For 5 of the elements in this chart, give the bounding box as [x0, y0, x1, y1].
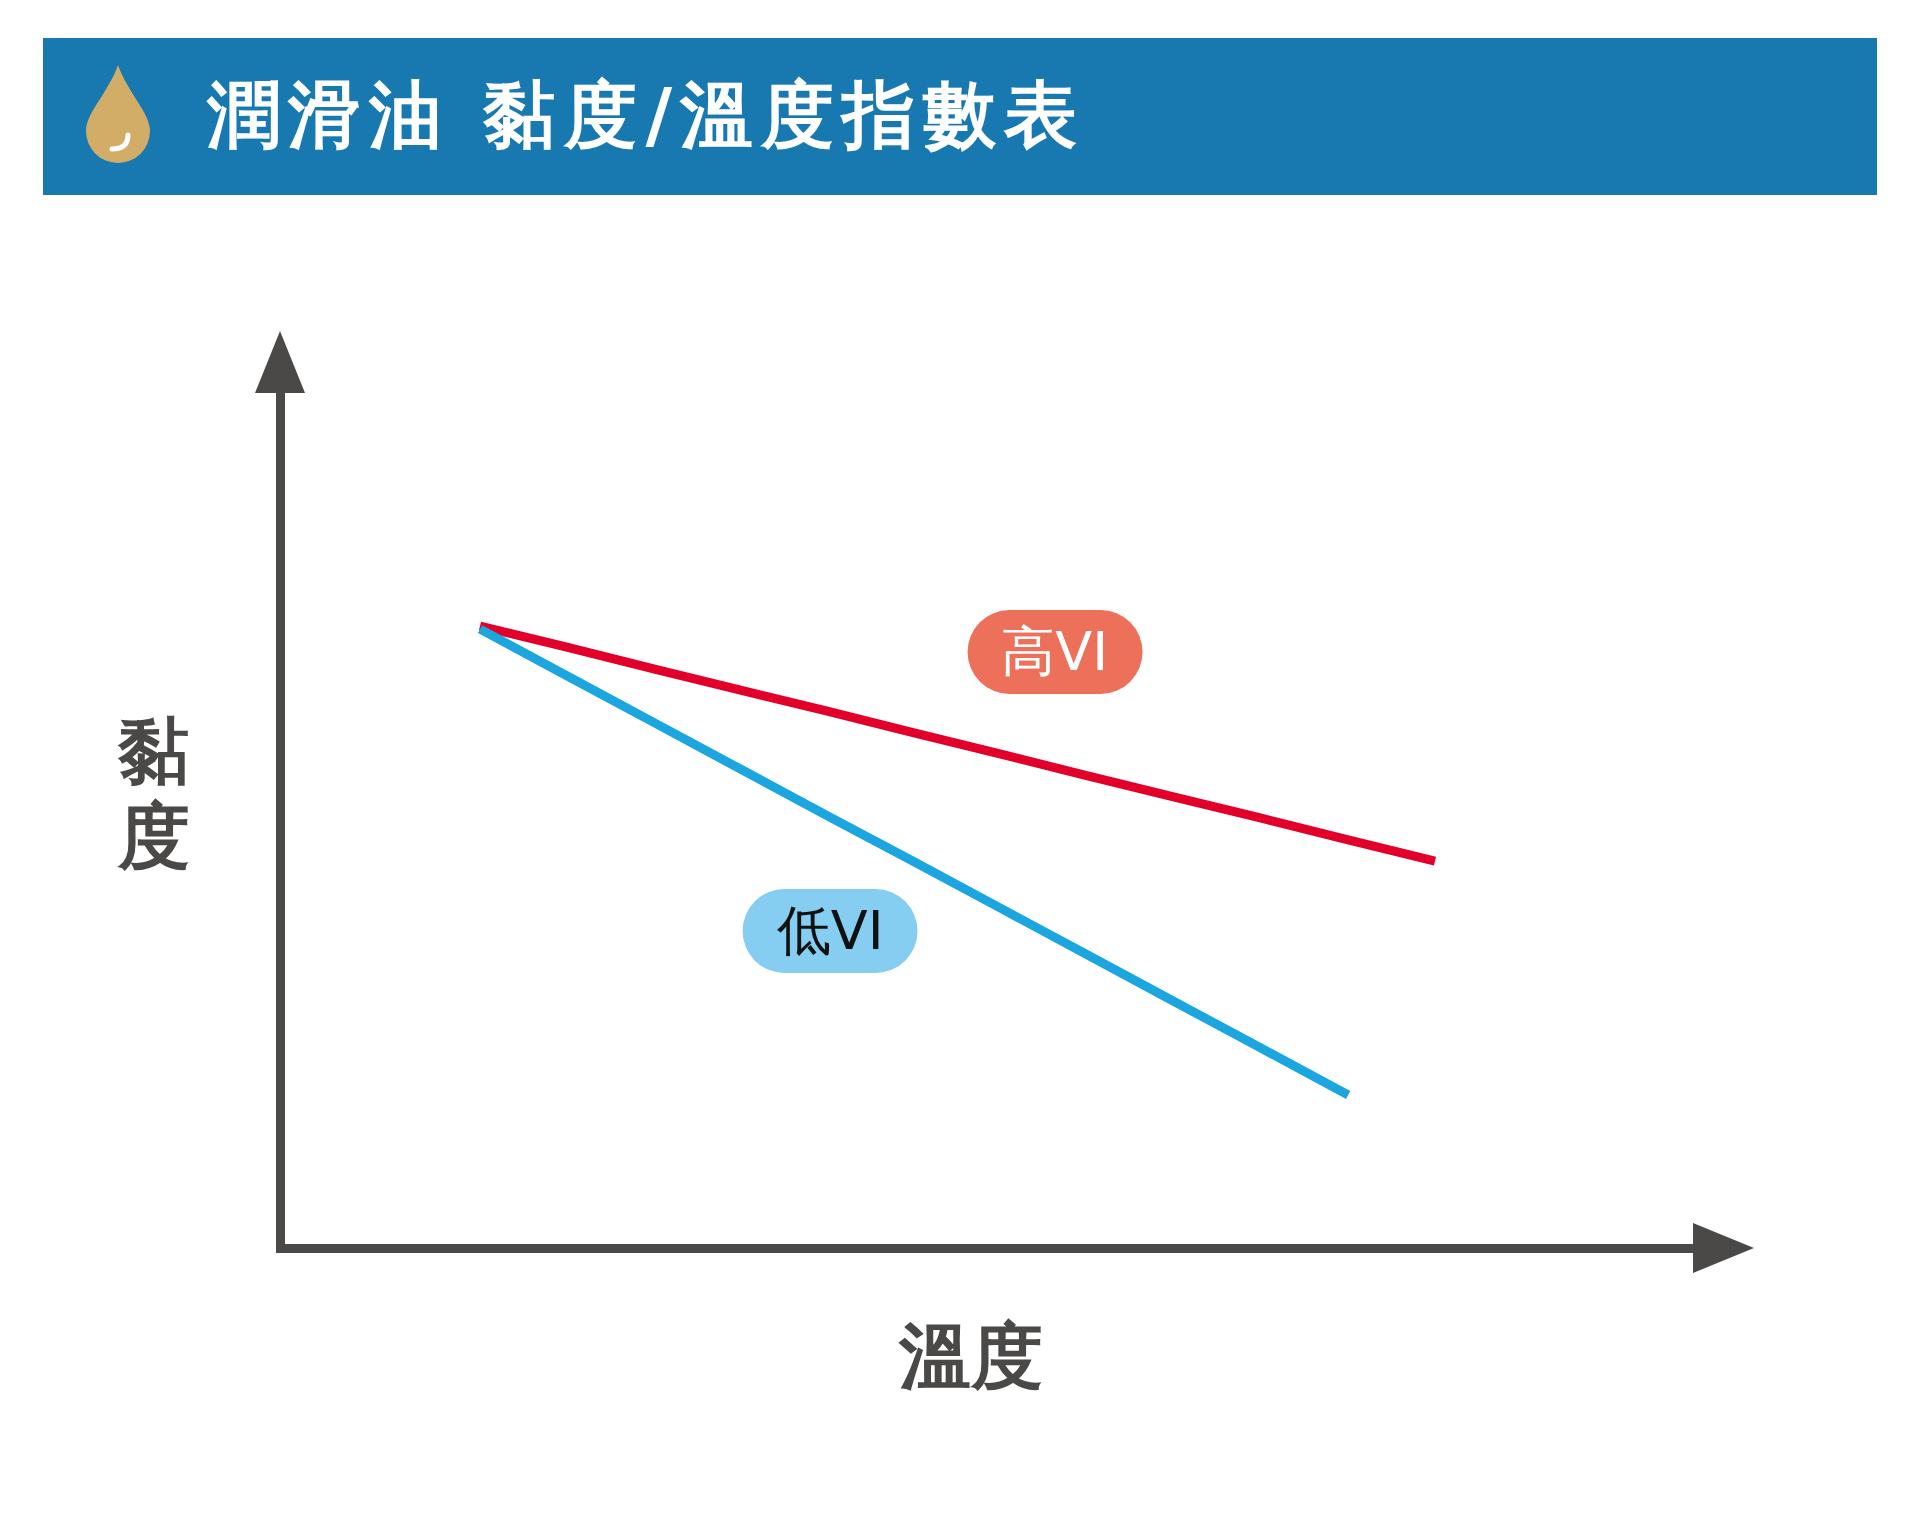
series-label: 低VI [742, 888, 918, 973]
series-label: 高VI [967, 609, 1143, 694]
y-axis-title: 黏度 [116, 708, 190, 878]
chart-title: 潤滑油 黏度/溫度指數表 [207, 71, 1086, 159]
x-axis-title: 溫度 [897, 1313, 1043, 1398]
